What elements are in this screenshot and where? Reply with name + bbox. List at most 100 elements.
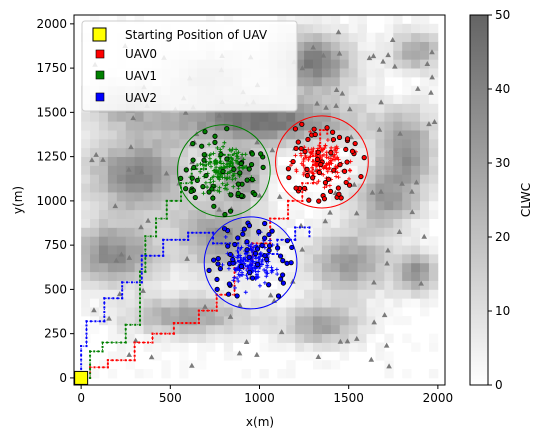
heatmap-cell — [143, 147, 153, 158]
visit-cross — [262, 267, 267, 272]
heatmap-cell — [197, 121, 207, 131]
heatmap-cell — [348, 280, 359, 290]
heatmap-cell — [304, 351, 314, 361]
heatmap-cell — [286, 253, 296, 264]
sample-point — [330, 129, 336, 135]
heatmap-cell — [321, 253, 332, 264]
visit-cross — [302, 170, 307, 175]
heatmap-cell — [214, 245, 225, 255]
heatmap-cell — [375, 121, 385, 131]
heatmap-cell — [90, 369, 100, 379]
visit-cross — [203, 180, 208, 185]
heatmap-cell — [170, 200, 180, 211]
sample-point — [346, 182, 353, 188]
path-point — [204, 168, 207, 171]
heatmap-cell — [134, 245, 144, 255]
path-point — [138, 306, 141, 309]
path-point — [133, 341, 136, 344]
sample-point — [244, 177, 250, 183]
path-point — [144, 244, 147, 247]
heatmap-cell — [170, 315, 180, 326]
heatmap-cell — [330, 112, 341, 122]
heatmap-cell — [295, 94, 305, 104]
heatmap-cell — [366, 236, 376, 246]
heatmap-cell — [179, 315, 189, 326]
visit-cross — [235, 248, 240, 253]
path-point — [206, 309, 209, 312]
heatmap-cell — [268, 236, 278, 246]
path-point — [189, 322, 192, 325]
heatmap-cell — [250, 165, 260, 175]
legend: Starting Position of UAV UAV0 UAV1 UAV2 — [81, 20, 298, 112]
heatmap-cell — [277, 315, 287, 326]
path-point — [326, 132, 329, 135]
heatmap-cell — [223, 342, 234, 352]
heatmap-cell — [116, 165, 127, 175]
path-point — [237, 251, 240, 254]
heatmap-cell — [357, 200, 367, 211]
heatmap-cell — [81, 121, 91, 131]
sample-point — [258, 151, 264, 157]
heatmap-cell — [357, 333, 367, 343]
heatmap-cell — [259, 342, 269, 352]
y-axis-label: y(m) — [11, 186, 25, 214]
path-point — [103, 315, 106, 318]
heatmap-cell — [330, 236, 341, 246]
heatmap-cell — [366, 289, 376, 299]
path-point — [120, 359, 123, 362]
heatmap-cell — [330, 360, 341, 370]
heatmap-cell — [420, 94, 430, 104]
visit-cross — [217, 177, 222, 182]
heatmap-cell — [375, 315, 385, 326]
heatmap-cell — [188, 333, 198, 343]
sample-point — [190, 141, 196, 147]
heatmap-cell — [125, 218, 136, 228]
visit-cross — [209, 164, 214, 169]
heatmap-cell — [313, 360, 323, 370]
visit-cross — [241, 157, 246, 162]
heatmap-cell — [420, 121, 430, 131]
heatmap-cell — [428, 94, 439, 104]
heatmap-cell — [321, 138, 332, 149]
heatmap-cell — [205, 227, 216, 237]
heatmap-cell — [250, 298, 260, 308]
heatmap-cell — [107, 138, 118, 149]
heatmap-cell — [161, 165, 171, 175]
target-triangle — [254, 351, 260, 357]
heatmap-cell — [197, 298, 207, 308]
visit-cross — [220, 181, 225, 186]
heatmap-cell — [366, 50, 376, 60]
visit-cross — [225, 171, 230, 176]
visit-cross — [253, 266, 258, 271]
heatmap-cell — [107, 262, 118, 273]
path-point — [199, 231, 202, 234]
heatmap-cell — [375, 156, 385, 166]
heatmap-cell — [268, 315, 278, 326]
path-point — [301, 191, 304, 194]
heatmap-cell — [197, 271, 207, 281]
heatmap-cell — [420, 174, 430, 184]
y-tick-label: 2000 — [36, 17, 67, 31]
heatmap-cell — [366, 262, 376, 273]
heatmap-cell — [143, 121, 153, 131]
path-point — [170, 238, 173, 241]
target-triangle — [337, 338, 344, 344]
target-triangle — [89, 157, 95, 163]
path-point — [322, 129, 325, 132]
heatmap-cell — [116, 200, 127, 211]
path-point — [312, 182, 315, 185]
heatmap-cell — [107, 369, 118, 379]
path-point — [89, 366, 92, 369]
heatmap-cell — [366, 227, 376, 237]
visit-cross — [311, 171, 316, 176]
path-point — [287, 208, 290, 211]
colorbar-tick-label: 0 — [495, 378, 503, 392]
heatmap-cell — [161, 280, 171, 290]
heatmap-cell — [357, 192, 367, 202]
heatmap-cell — [366, 156, 376, 166]
heatmap-cell — [348, 94, 359, 104]
heatmap-cell — [277, 121, 287, 131]
heatmap-cell — [428, 253, 439, 264]
visit-cross — [314, 161, 319, 166]
heatmap-cell — [232, 236, 243, 246]
